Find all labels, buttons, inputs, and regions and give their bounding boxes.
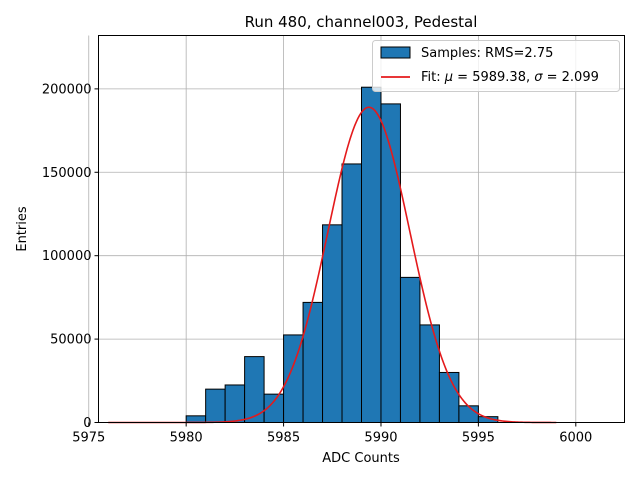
histogram-bar-0 (185, 415, 207, 423)
histogram-bar-7 (322, 224, 343, 423)
legend-histogram-label: Samples: RMS=2.75 (421, 46, 553, 61)
y-tick-label-2: 100000 (42, 249, 92, 264)
x-tick-label-1: 5980 (170, 431, 203, 446)
histogram-bar-14 (458, 405, 479, 424)
histogram-bar-9 (361, 86, 382, 423)
x-tick-label-3: 5990 (364, 431, 397, 446)
chart-title: Run 480, channel003, Pedestal (245, 13, 478, 31)
y-tick-label-3: 150000 (42, 166, 92, 181)
x-axis-title: ADC Counts (322, 451, 400, 466)
y-axis-title: Entries (15, 206, 30, 252)
x-tick-label-5: 6000 (559, 431, 592, 446)
x-tick-label-4: 5995 (462, 431, 495, 446)
legend: Samples: RMS=2.75 Fit: μ = 5989.38, σ = … (372, 40, 620, 92)
y-tick-label-0: 0 (83, 416, 91, 431)
y-tick-label-1: 50000 (50, 333, 91, 348)
legend-box (372, 40, 620, 92)
plot-frame (98, 35, 625, 423)
histogram-bars (185, 86, 499, 424)
histogram-bar-11 (399, 276, 421, 423)
histogram-bar-13 (438, 371, 460, 424)
y-tick-label-4: 200000 (42, 82, 92, 97)
histogram-bar-8 (341, 163, 363, 423)
x-tick-label-2: 5985 (267, 431, 300, 446)
histogram-bar-1 (205, 388, 226, 424)
histogram-bar-6 (302, 301, 324, 423)
y-axis-ticks: 0 50000 100000 150000 200000 (42, 82, 99, 431)
x-axis-ticks: 5975 5980 5985 5990 5995 6000 (72, 422, 592, 446)
histogram-bar-2 (224, 384, 246, 424)
x-tick-label-0: 5975 (72, 431, 105, 446)
legend-fit-label: Fit: μ = 5989.38, σ = 2.099 (421, 70, 599, 85)
legend-histogram-swatch (380, 46, 411, 59)
